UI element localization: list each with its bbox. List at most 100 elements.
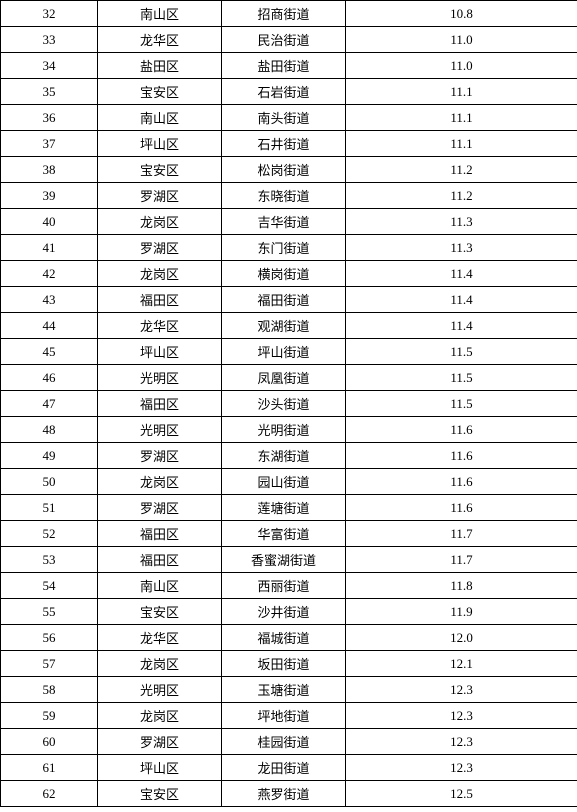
cell-index: 36 xyxy=(1,105,98,131)
cell-district: 南山区 xyxy=(98,1,222,27)
table-row: 59龙岗区坪地街道12.3 xyxy=(1,703,577,729)
cell-index: 42 xyxy=(1,261,98,287)
cell-street: 盐田街道 xyxy=(222,53,346,79)
cell-value: 12.0 xyxy=(346,625,577,651)
cell-district: 罗湖区 xyxy=(98,495,222,521)
cell-district: 罗湖区 xyxy=(98,729,222,755)
cell-index: 37 xyxy=(1,131,98,157)
cell-district: 福田区 xyxy=(98,521,222,547)
cell-street: 光明街道 xyxy=(222,417,346,443)
cell-index: 46 xyxy=(1,365,98,391)
cell-index: 56 xyxy=(1,625,98,651)
cell-street: 福田街道 xyxy=(222,287,346,313)
cell-district: 宝安区 xyxy=(98,79,222,105)
cell-value: 11.6 xyxy=(346,469,577,495)
cell-index: 51 xyxy=(1,495,98,521)
cell-index: 44 xyxy=(1,313,98,339)
cell-index: 50 xyxy=(1,469,98,495)
table-row: 58光明区玉塘街道12.3 xyxy=(1,677,577,703)
cell-street: 龙田街道 xyxy=(222,755,346,781)
cell-street: 坪地街道 xyxy=(222,703,346,729)
cell-value: 12.3 xyxy=(346,703,577,729)
table-row: 56龙华区福城街道12.0 xyxy=(1,625,577,651)
cell-index: 53 xyxy=(1,547,98,573)
cell-value: 11.5 xyxy=(346,391,577,417)
cell-street: 横岗街道 xyxy=(222,261,346,287)
cell-district: 龙岗区 xyxy=(98,703,222,729)
cell-district: 罗湖区 xyxy=(98,443,222,469)
cell-street: 民治街道 xyxy=(222,27,346,53)
table-row: 43福田区福田街道11.4 xyxy=(1,287,577,313)
cell-index: 60 xyxy=(1,729,98,755)
table-body: 32南山区招商街道10.833龙华区民治街道11.034盐田区盐田街道11.03… xyxy=(1,1,577,807)
table-row: 35宝安区石岩街道11.1 xyxy=(1,79,577,105)
table-row: 32南山区招商街道10.8 xyxy=(1,1,577,27)
cell-district: 福田区 xyxy=(98,391,222,417)
table-row: 41罗湖区东门街道11.3 xyxy=(1,235,577,261)
table-row: 47福田区沙头街道11.5 xyxy=(1,391,577,417)
cell-street: 玉塘街道 xyxy=(222,677,346,703)
cell-value: 12.3 xyxy=(346,729,577,755)
cell-district: 光明区 xyxy=(98,365,222,391)
cell-district: 龙华区 xyxy=(98,625,222,651)
table-row: 38宝安区松岗街道11.2 xyxy=(1,157,577,183)
cell-district: 宝安区 xyxy=(98,781,222,807)
cell-street: 坂田街道 xyxy=(222,651,346,677)
cell-street: 吉华街道 xyxy=(222,209,346,235)
table-row: 62宝安区燕罗街道12.5 xyxy=(1,781,577,807)
cell-street: 香蜜湖街道 xyxy=(222,547,346,573)
table-row: 33龙华区民治街道11.0 xyxy=(1,27,577,53)
cell-street: 燕罗街道 xyxy=(222,781,346,807)
cell-value: 11.2 xyxy=(346,157,577,183)
cell-value: 11.4 xyxy=(346,287,577,313)
table-row: 36南山区南头街道11.1 xyxy=(1,105,577,131)
cell-value: 11.1 xyxy=(346,79,577,105)
table-row: 54南山区西丽街道11.8 xyxy=(1,573,577,599)
cell-value: 11.6 xyxy=(346,417,577,443)
cell-value: 11.3 xyxy=(346,209,577,235)
table-row: 50龙岗区园山街道11.6 xyxy=(1,469,577,495)
data-table: 32南山区招商街道10.833龙华区民治街道11.034盐田区盐田街道11.03… xyxy=(0,0,577,807)
cell-street: 沙头街道 xyxy=(222,391,346,417)
cell-value: 10.8 xyxy=(346,1,577,27)
table-row: 34盐田区盐田街道11.0 xyxy=(1,53,577,79)
cell-value: 11.5 xyxy=(346,365,577,391)
cell-street: 西丽街道 xyxy=(222,573,346,599)
cell-street: 招商街道 xyxy=(222,1,346,27)
table-row: 46光明区凤凰街道11.5 xyxy=(1,365,577,391)
cell-district: 龙岗区 xyxy=(98,651,222,677)
cell-value: 11.7 xyxy=(346,547,577,573)
cell-street: 凤凰街道 xyxy=(222,365,346,391)
cell-district: 宝安区 xyxy=(98,599,222,625)
cell-value: 11.9 xyxy=(346,599,577,625)
table-row: 52福田区华富街道11.7 xyxy=(1,521,577,547)
cell-district: 龙华区 xyxy=(98,313,222,339)
cell-value: 11.4 xyxy=(346,261,577,287)
cell-street: 园山街道 xyxy=(222,469,346,495)
cell-district: 龙岗区 xyxy=(98,261,222,287)
cell-district: 龙岗区 xyxy=(98,469,222,495)
cell-district: 罗湖区 xyxy=(98,183,222,209)
cell-index: 43 xyxy=(1,287,98,313)
cell-street: 东门街道 xyxy=(222,235,346,261)
cell-index: 32 xyxy=(1,1,98,27)
cell-street: 莲塘街道 xyxy=(222,495,346,521)
cell-value: 12.3 xyxy=(346,677,577,703)
cell-value: 11.1 xyxy=(346,105,577,131)
table-row: 61坪山区龙田街道12.3 xyxy=(1,755,577,781)
cell-index: 35 xyxy=(1,79,98,105)
table-row: 44龙华区观湖街道11.4 xyxy=(1,313,577,339)
cell-street: 沙井街道 xyxy=(222,599,346,625)
cell-index: 33 xyxy=(1,27,98,53)
cell-value: 11.5 xyxy=(346,339,577,365)
cell-value: 11.3 xyxy=(346,235,577,261)
cell-index: 45 xyxy=(1,339,98,365)
cell-index: 54 xyxy=(1,573,98,599)
cell-street: 松岗街道 xyxy=(222,157,346,183)
cell-value: 11.0 xyxy=(346,53,577,79)
cell-street: 南头街道 xyxy=(222,105,346,131)
table-row: 55宝安区沙井街道11.9 xyxy=(1,599,577,625)
cell-district: 光明区 xyxy=(98,677,222,703)
cell-value: 11.0 xyxy=(346,27,577,53)
cell-street: 石井街道 xyxy=(222,131,346,157)
